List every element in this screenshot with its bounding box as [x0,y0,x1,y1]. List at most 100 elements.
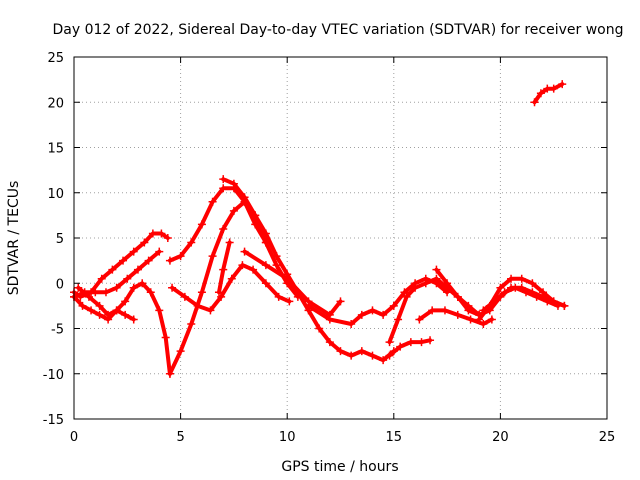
data-point-arc1 [148,229,157,238]
data-point-arc15 [432,265,441,274]
data-point-arc6 [197,220,206,229]
data-point-arc17 [543,297,552,306]
data-point-arc4 [112,306,121,315]
y-tick-label: 20 [47,96,64,111]
data-point-arc3 [121,297,130,306]
data-point-arc3 [138,279,147,288]
data-point-arc15 [453,292,462,301]
data-point-arc17 [532,292,541,301]
data-point-arc16 [507,274,516,283]
data-point-arc2 [112,283,121,292]
data-point-arc5 [176,347,185,356]
data-point-arc6 [176,252,185,261]
data-point-arc13 [385,351,394,360]
data-point-arc11 [379,310,388,319]
data-point-arc16 [539,288,548,297]
data-point-arc8 [240,193,249,202]
data-point-arc8 [325,338,334,347]
data-point-arc13 [396,342,405,351]
x-axis-label: GPS time / hours [281,459,398,475]
x-tick-label: 25 [599,430,616,445]
data-point-arc7 [285,297,294,306]
data-point-arc5 [208,252,217,261]
data-point-arc1 [129,247,138,256]
data-series-group [70,80,569,378]
data-point-arc2 [133,265,142,274]
data-point-arc5 [165,369,174,378]
y-axis-label: SDTVAR / TECUs [6,181,22,296]
data-point-arc5 [229,206,238,215]
data-point-arc8 [368,351,377,360]
data-point-arc8 [272,252,281,261]
data-point-arc6 [219,184,228,193]
data-point-arc16 [517,274,526,283]
data-point-arc6 [165,256,174,265]
chart-title: Day 012 of 2022, Sidereal Day-to-day VTE… [53,22,624,38]
data-point-arc8 [261,229,270,238]
x-tick-label: 5 [176,430,184,445]
data-point-arc18 [549,84,558,93]
data-point-arc3 [161,333,170,342]
data-point-arc18 [558,80,567,89]
y-axis-ticks: -15 -10 -5 0 5 10 15 20 25 [43,51,607,428]
x-tick-label: 15 [386,430,403,445]
data-point-arc7 [206,306,215,315]
data-point-arc4 [95,301,104,310]
data-point-arc10 [283,274,292,283]
data-point-arc14 [415,315,424,324]
data-point-arc4 [104,310,113,319]
data-point-arc11 [347,319,356,328]
data-point-arc10 [261,261,270,270]
data-point-arc17 [521,288,530,297]
data-point-arc7 [261,279,270,288]
data-point-arc15 [464,306,473,315]
data-point-arc18 [530,98,539,107]
data-point-arc1 [108,265,117,274]
data-point-arc2 [101,288,110,297]
series-arc7 [170,263,292,313]
y-tick-label: -10 [43,368,64,383]
data-point-arc13 [417,338,426,347]
series-arc10 [242,249,343,317]
y-tick-label: -5 [51,323,64,338]
x-tick-label: 10 [279,430,296,445]
data-point-arc7 [249,265,258,274]
data-point-arc14 [479,319,488,328]
data-point-arc4 [74,283,83,292]
data-point-arc1 [163,234,172,242]
data-point-arc8 [229,179,238,188]
y-tick-label: 0 [56,277,64,292]
data-point-arc6 [208,197,217,206]
data-point-arc3 [146,288,155,297]
data-point-arc1 [157,229,166,238]
data-point-arc14 [487,315,496,324]
data-point-arc7 [217,292,226,301]
y-tick-label: 15 [47,142,64,157]
data-point-arc7 [238,261,247,270]
data-point-arc17 [500,288,509,297]
data-point-arc12 [385,338,394,347]
y-tick-label: 5 [56,232,64,247]
data-point-arc9 [225,238,234,247]
data-point-arc1 [140,238,149,247]
data-point-arc13 [406,338,415,347]
data-point-arc14 [466,315,475,324]
data-point-arc12 [432,274,441,283]
data-point-arc2 [91,288,100,297]
data-point-arc11 [389,301,398,310]
data-point-arc1 [97,274,106,283]
data-point-arc8 [357,347,366,356]
data-point-arc3 [78,301,87,310]
data-point-arc8 [347,351,356,360]
data-point-arc9 [219,265,228,274]
data-point-arc7 [180,292,189,301]
data-point-arc6 [187,238,196,247]
data-point-arc5 [197,288,206,297]
data-point-arc3 [87,306,96,315]
data-point-arc7 [274,292,283,301]
data-point-arc5 [187,319,196,328]
data-point-arc17 [490,297,499,306]
data-point-arc12 [394,315,403,324]
data-point-arc4 [121,310,130,319]
